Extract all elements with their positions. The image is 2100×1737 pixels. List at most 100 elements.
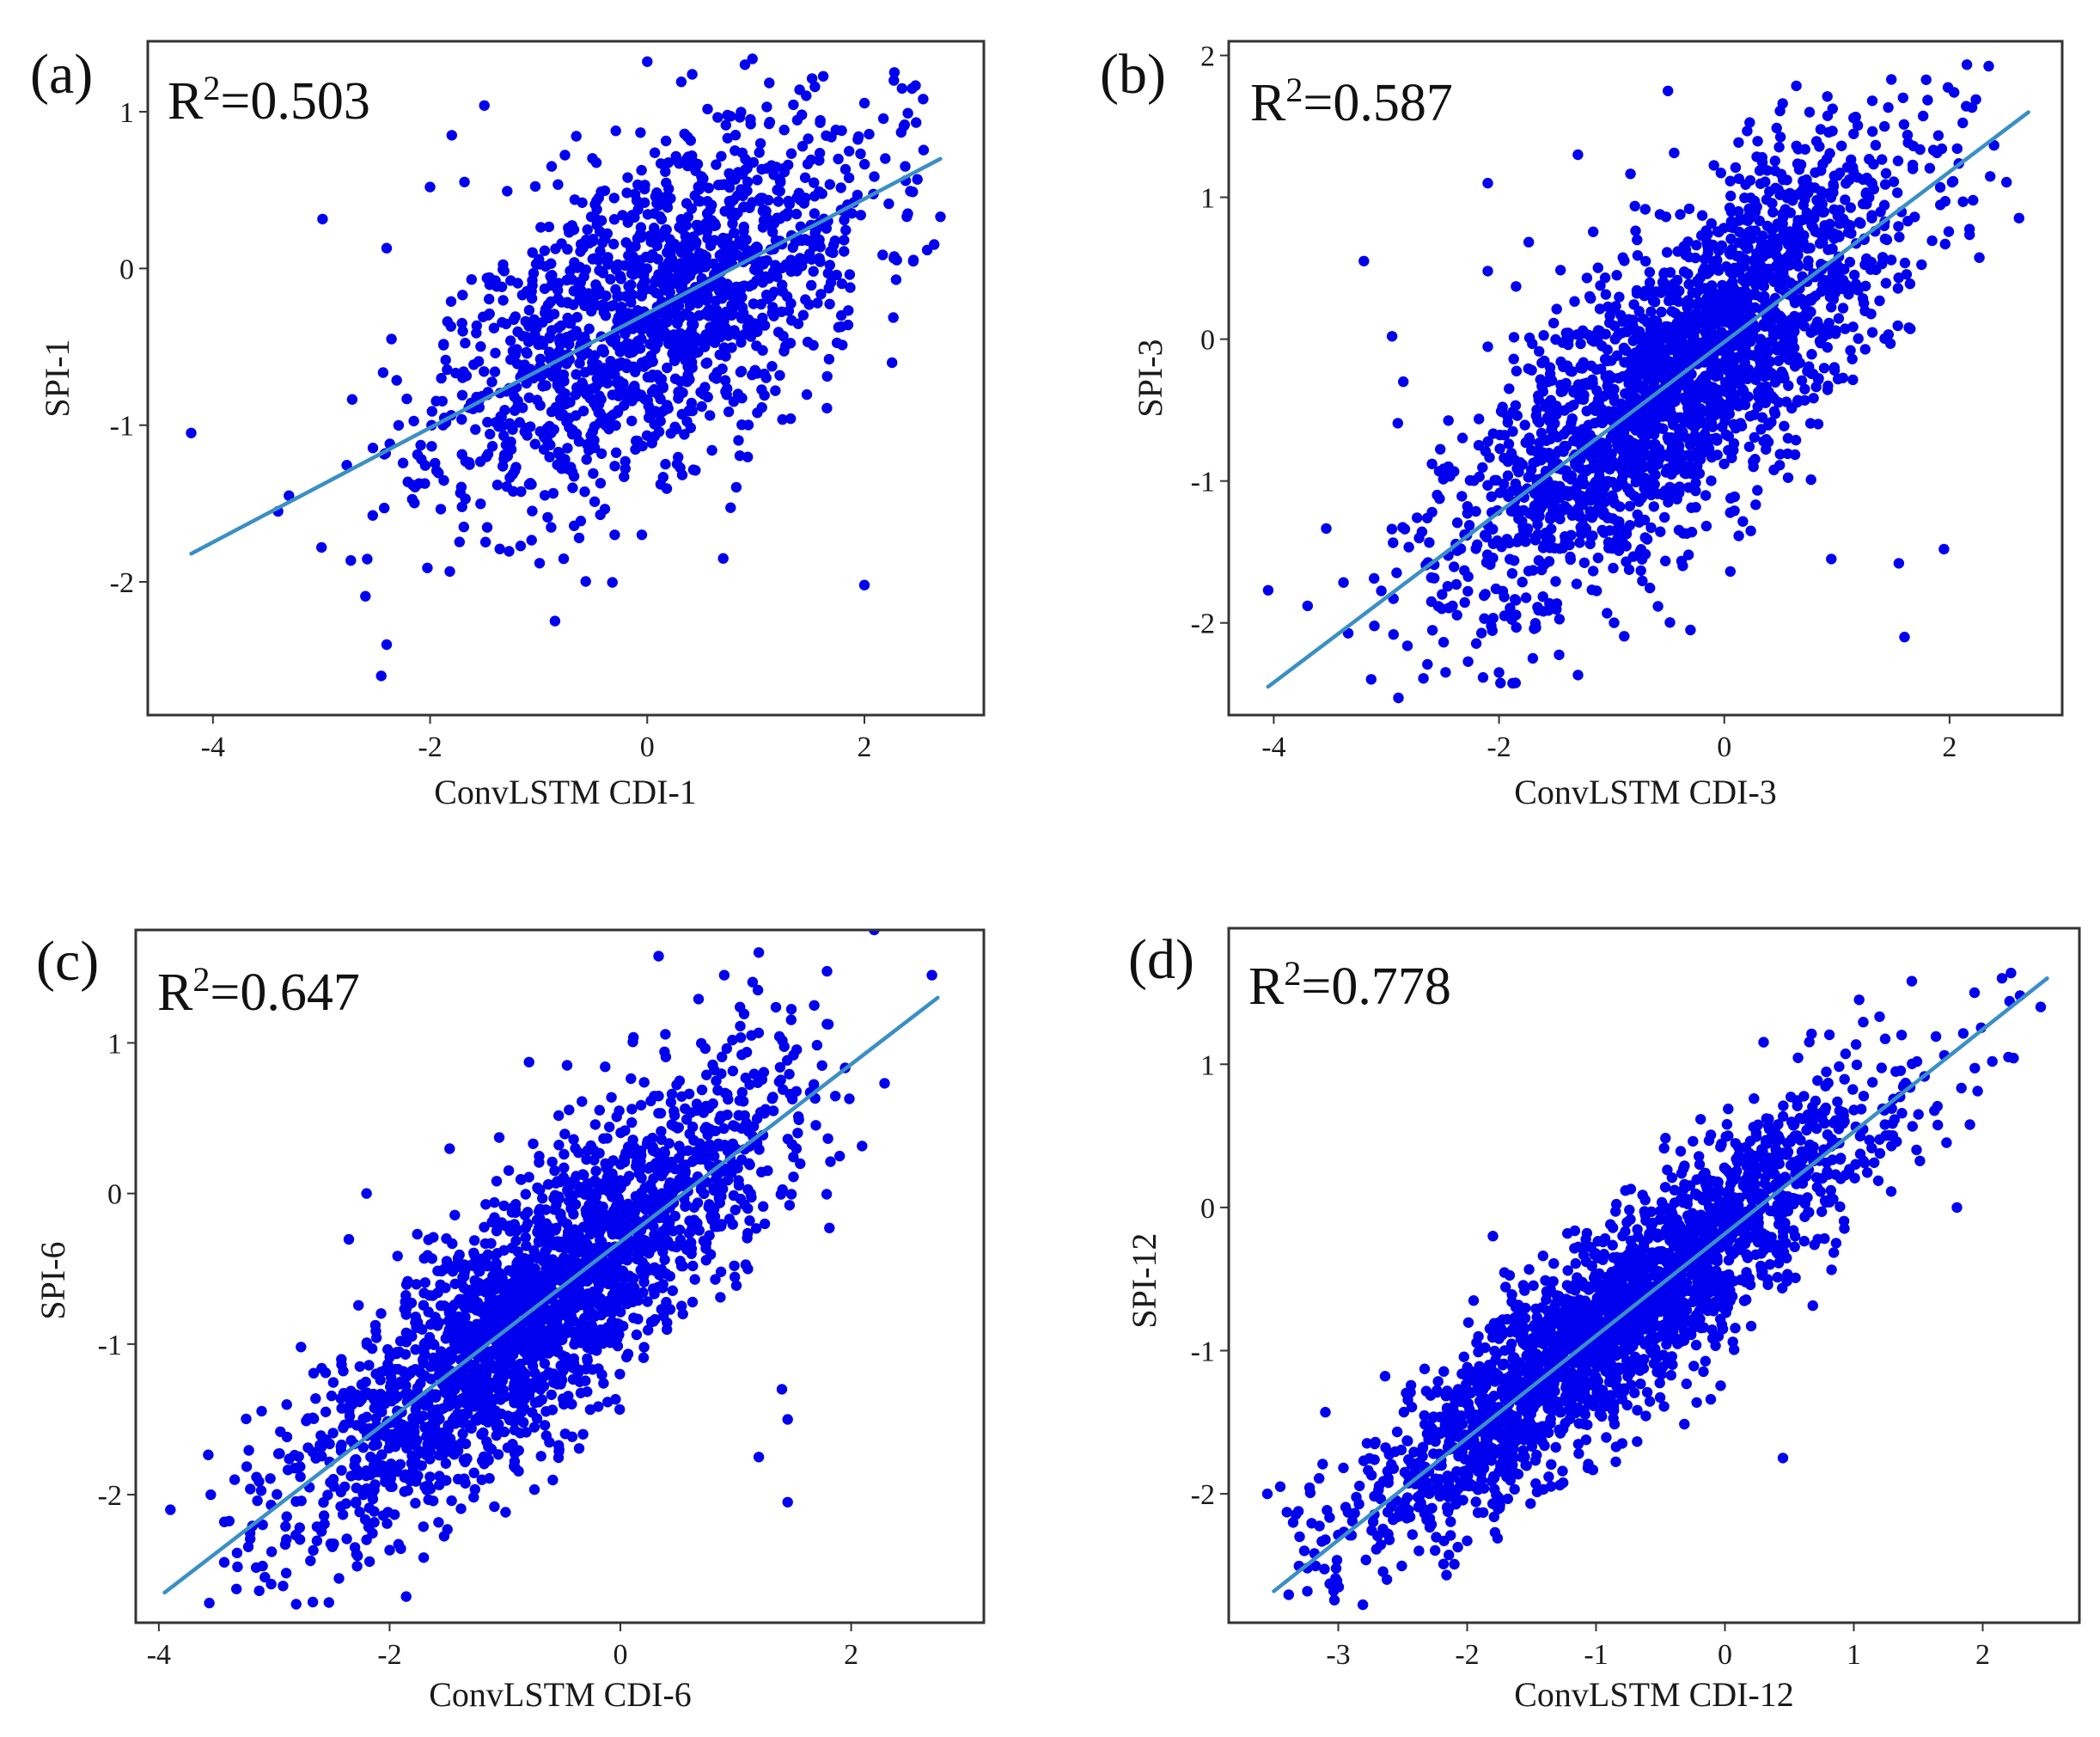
scatter-point [720, 386, 731, 397]
scatter-point [1462, 585, 1474, 597]
scatter-point [681, 198, 693, 209]
scatter-point [1880, 168, 1892, 179]
scatter-point [281, 1399, 292, 1410]
scatter-point-outlier [316, 541, 327, 554]
panel-label: (a) [30, 43, 93, 106]
scatter-point [1782, 472, 1794, 483]
scatter-point [766, 361, 778, 372]
scatter-point [569, 257, 580, 268]
scatter-point [1587, 530, 1598, 541]
scatter-point [1479, 590, 1490, 602]
scatter-point [1816, 165, 1827, 176]
scatter-point [523, 392, 534, 403]
scatter-point [756, 401, 767, 413]
scatter-point [610, 447, 622, 458]
scatter-point [614, 271, 626, 282]
scatter-point [429, 1339, 440, 1350]
scatter-point [736, 301, 747, 312]
scatter-point [626, 1104, 638, 1115]
scatter-point [1957, 196, 1969, 207]
scatter-point [554, 333, 566, 344]
scatter-point [642, 1296, 653, 1307]
scatter-point [391, 375, 402, 386]
scatter-point [1706, 475, 1717, 486]
scatter-point [1599, 476, 1610, 487]
scatter-point [320, 1406, 332, 1418]
scatter-point [918, 94, 929, 105]
scatter-point [1799, 394, 1810, 406]
scatter-point [327, 1377, 339, 1388]
scatter-point [821, 965, 833, 977]
scatter-point [1653, 443, 1665, 455]
scatter-point [661, 198, 673, 210]
scatter-point [362, 554, 373, 565]
scatter-point [742, 176, 754, 187]
scatter-point [1536, 500, 1548, 512]
scatter-point [534, 558, 546, 569]
scatter-point [1572, 670, 1584, 681]
scatter-point [1771, 122, 1782, 134]
scatter-point [419, 478, 430, 489]
scatter-point [1455, 543, 1467, 554]
scatter-point [699, 284, 711, 296]
scatter-point [526, 535, 537, 546]
scatter-point [626, 279, 637, 291]
scatter-point [1724, 397, 1736, 408]
scatter-point [1725, 233, 1737, 245]
scatter-point [1748, 456, 1759, 468]
scatter-point [1526, 364, 1537, 376]
scatter-point [1638, 443, 1650, 454]
r-squared-annotation: R2=0.587 [1250, 70, 1453, 132]
scatter-point [699, 1188, 710, 1200]
scatter-point [568, 299, 579, 310]
scatter-point [1712, 303, 1723, 314]
scatter-point [1833, 313, 1845, 324]
scatter-point [345, 1434, 357, 1446]
scatter-point [626, 385, 637, 396]
scatter-point [1853, 217, 1865, 228]
scatter-point [587, 153, 598, 164]
scatter-point [1560, 465, 1572, 476]
scatter-point [1533, 394, 1545, 406]
scatter-point [1584, 291, 1596, 303]
scatter-point [502, 186, 513, 197]
scatter-point [1822, 384, 1834, 395]
scatter-point [488, 322, 500, 333]
scatter-point [445, 296, 457, 307]
scatter-point [653, 199, 665, 211]
scatter-point [905, 186, 916, 197]
scatter-point [735, 1020, 746, 1032]
scatter-point [559, 1162, 570, 1173]
scatter-point [693, 195, 705, 207]
scatter-point [1575, 522, 1586, 533]
scatter-point [1619, 631, 1630, 642]
scatter-point [772, 196, 784, 207]
scatter-point [1645, 306, 1657, 317]
scatter-point [1487, 553, 1499, 564]
scatter-point [1806, 368, 1817, 379]
scatter-point [616, 301, 627, 313]
scatter-point [636, 357, 648, 369]
scatter-point [1817, 206, 1828, 218]
scatter-point [812, 297, 823, 309]
scatter-point [1845, 345, 1856, 356]
scatter-point [1686, 369, 1697, 380]
scatter-point [1524, 470, 1535, 482]
scatter-point [757, 222, 769, 233]
scatter-point [735, 1032, 747, 1043]
scatter-point [762, 1165, 773, 1177]
scatter-point [746, 1191, 757, 1203]
scatter-point [754, 147, 765, 158]
scatter-point [644, 252, 656, 264]
scatter-point [1442, 581, 1454, 592]
scatter-point [1549, 511, 1561, 522]
scatter-point [802, 158, 814, 170]
scatter-point-outlier [284, 490, 295, 501]
scatter-point [590, 381, 601, 392]
scatter-point [595, 509, 606, 521]
scatter-point [1834, 168, 1846, 179]
scatter-point [1554, 543, 1566, 554]
plot-frame [1227, 40, 2064, 717]
scatter-point [1511, 281, 1522, 292]
scatter-point [1805, 474, 1816, 486]
